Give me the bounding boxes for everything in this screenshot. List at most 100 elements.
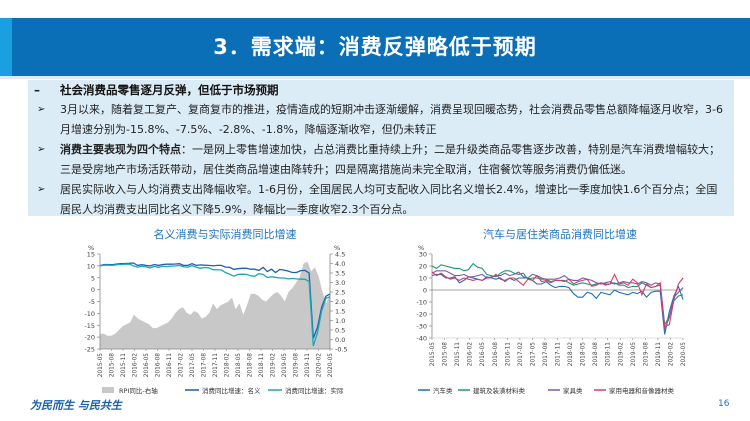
bullet-paragraph-1: 3月以来，随着复工复产、复商复市的推进，疫情造成的短期冲击逐渐缓解，消费呈现回暖… xyxy=(60,103,723,136)
y-tick-label: -30 xyxy=(416,323,427,331)
x-tick-label: 2016-05 xyxy=(480,342,486,367)
bullet-paragraph-3: 居民实际收入与人均消费支出降幅收窄。1-6月份，全国居民人均可支配收入同比名义增… xyxy=(60,183,718,216)
x-tick-label: 2016-08 xyxy=(493,342,499,367)
bullet-arrow-icon: ➢ xyxy=(37,104,46,115)
bullet-arrow-icon: ➢ xyxy=(37,184,46,195)
x-tick-label: 2017-08 xyxy=(543,342,549,367)
x-tick-label: 2018-05 xyxy=(581,342,587,367)
x-tick-label: 2019-11 xyxy=(656,342,662,367)
y-tick-label-left: -5 xyxy=(89,298,95,306)
y-tick-label-left: 15 xyxy=(87,251,95,259)
x-tick-label: 2016-02 xyxy=(468,342,474,367)
y-tick-label-left: -20 xyxy=(84,334,95,342)
x-tick-label: 2015-08 xyxy=(443,342,449,367)
x-tick-label: 2019-02 xyxy=(271,353,277,378)
x-tick-label: 2015-11 xyxy=(121,353,127,378)
title-bar-accent xyxy=(0,18,12,76)
y-tick-label: -20 xyxy=(416,311,427,319)
y-tick-label-right: 4.0 xyxy=(335,260,345,268)
legend-label: 家具类 xyxy=(563,386,583,395)
y-tick-label: 20 xyxy=(419,263,427,271)
chart-2-auto-and-housing-goods: -40 -30 -20 -10 0 10 20 30% 2015-05 2015-08 2015-1… xyxy=(416,244,687,395)
x-tick-label: 2018-11 xyxy=(606,342,612,367)
y-tick-label: -10 xyxy=(416,299,427,307)
legend-label: 消费同比增速：名义 xyxy=(202,386,261,395)
x-tick-label: 2017-11 xyxy=(556,342,562,367)
x-tick-label: 2017-05 xyxy=(190,353,196,378)
x-tick-label: 2015-08 xyxy=(110,353,116,378)
series-line-nominal xyxy=(99,262,331,339)
summary-heading: 社会消费品零售逐月反弹，但低于市场预期 xyxy=(60,83,279,97)
y-tick-label: 30 xyxy=(419,251,427,259)
legend-label: 消费同比增速：实际 xyxy=(285,386,344,395)
y-tick-label-right: 0.0 xyxy=(335,336,345,344)
y-tick-label-right: 1.5 xyxy=(335,308,345,316)
x-tick-label: 2018-05 xyxy=(236,353,242,378)
x-tick-label: 2016-08 xyxy=(156,353,162,378)
x-tick-label: 2020-05 xyxy=(328,353,334,378)
x-tick-label: 2020-02 xyxy=(317,353,323,378)
series-line-2 xyxy=(431,262,684,327)
y-tick-label-right: 3.0 xyxy=(335,279,345,287)
legend-swatch xyxy=(102,387,114,393)
series-line-real xyxy=(99,263,331,347)
legend-label: 汽车类 xyxy=(433,386,453,395)
x-tick-label: 2019-05 xyxy=(631,342,637,367)
page-title: 3．需求端：消费反弹略低于预期 xyxy=(213,35,537,59)
x-tick-label: 2018-11 xyxy=(259,353,265,378)
x-tick-label: 2016-05 xyxy=(144,353,150,378)
x-tick-label: 2017-08 xyxy=(202,353,208,378)
bullet-paragraph-2: 消费主要表现为四个特点：一是网上零售增速加快，占总消费比重持续上升；二是升级类商… xyxy=(60,140,728,180)
x-tick-label: 2016-11 xyxy=(505,342,511,367)
page-number: 16 xyxy=(718,399,730,409)
x-tick-label: 2019-11 xyxy=(305,353,311,378)
summary-box xyxy=(28,80,734,216)
y-tick-label-right: 4.5 xyxy=(335,251,345,259)
legend-label: 建筑及装潢材料类 xyxy=(473,386,526,395)
y-tick-label-right: 2.0 xyxy=(335,298,345,306)
y-tick-label-left: -15 xyxy=(84,322,95,330)
title-bar xyxy=(0,18,750,76)
paragraph-2-bold-lead: 消费主要表现为四个特点 xyxy=(60,143,181,156)
x-tick-label: 2019-08 xyxy=(643,342,649,367)
x-tick-label: 2020-02 xyxy=(668,342,674,367)
x-tick-label: 2017-05 xyxy=(530,342,536,367)
y-tick-label-left: -10 xyxy=(84,310,95,318)
bullet-arrow-icon: ➢ xyxy=(37,144,46,155)
y-tick-label-left: 0 xyxy=(91,286,95,294)
series-line-1 xyxy=(431,273,684,335)
x-tick-label: 2016-02 xyxy=(133,353,139,378)
y-tick-label-right: 1.0 xyxy=(335,317,345,325)
series-line-3 xyxy=(431,270,684,330)
y-tick-label-right: 2.5 xyxy=(335,289,345,297)
x-tick-label: 2017-02 xyxy=(518,342,524,367)
heading-dash: – xyxy=(34,83,40,97)
x-tick-label: 2016-11 xyxy=(167,353,173,378)
y-unit-left: % xyxy=(88,244,94,252)
y-tick-label: 10 xyxy=(419,275,427,283)
y-unit: % xyxy=(418,244,424,252)
chart-1-nominal-vs-real-consumption: -25-20-15-10-5051015-0.50.00.51.01.52.02… xyxy=(84,244,348,395)
series-line-4 xyxy=(431,271,684,327)
x-tick-label: 2017-02 xyxy=(179,353,185,378)
y-tick-label: -40 xyxy=(416,335,427,343)
y-tick-label: 0 xyxy=(423,287,427,295)
legend-label: RPI同比-右轴 xyxy=(119,386,158,395)
y-tick-label-left: -25 xyxy=(84,346,95,354)
chart-1-title: 名义消费与实际消费同比增速 xyxy=(153,228,297,241)
chart-2-title: 汽车与居住类商品消费同比增速 xyxy=(483,228,637,241)
paragraph-2-body: ：一是网上零售增速加快，占总消费比重持续上升；二是升级类商品零售逐步改善，特别是… xyxy=(60,143,720,176)
series-area-rpi xyxy=(100,261,330,349)
y-tick-label-left: 10 xyxy=(87,262,95,270)
x-tick-label: 2019-05 xyxy=(282,353,288,378)
x-tick-label: 2019-08 xyxy=(294,353,300,378)
x-tick-label: 2015-05 xyxy=(98,353,104,378)
x-tick-label: 2017-11 xyxy=(213,353,219,378)
footer-logo: 为民而生 与民共生 xyxy=(30,399,122,412)
y-tick-label-right: 3.5 xyxy=(335,270,345,278)
x-tick-label: 2018-08 xyxy=(593,342,599,367)
x-tick-label: 2015-11 xyxy=(455,342,461,367)
y-tick-label-right: -0.5 xyxy=(335,346,348,354)
y-unit-right: % xyxy=(334,244,340,252)
x-tick-label: 2018-08 xyxy=(248,353,254,378)
